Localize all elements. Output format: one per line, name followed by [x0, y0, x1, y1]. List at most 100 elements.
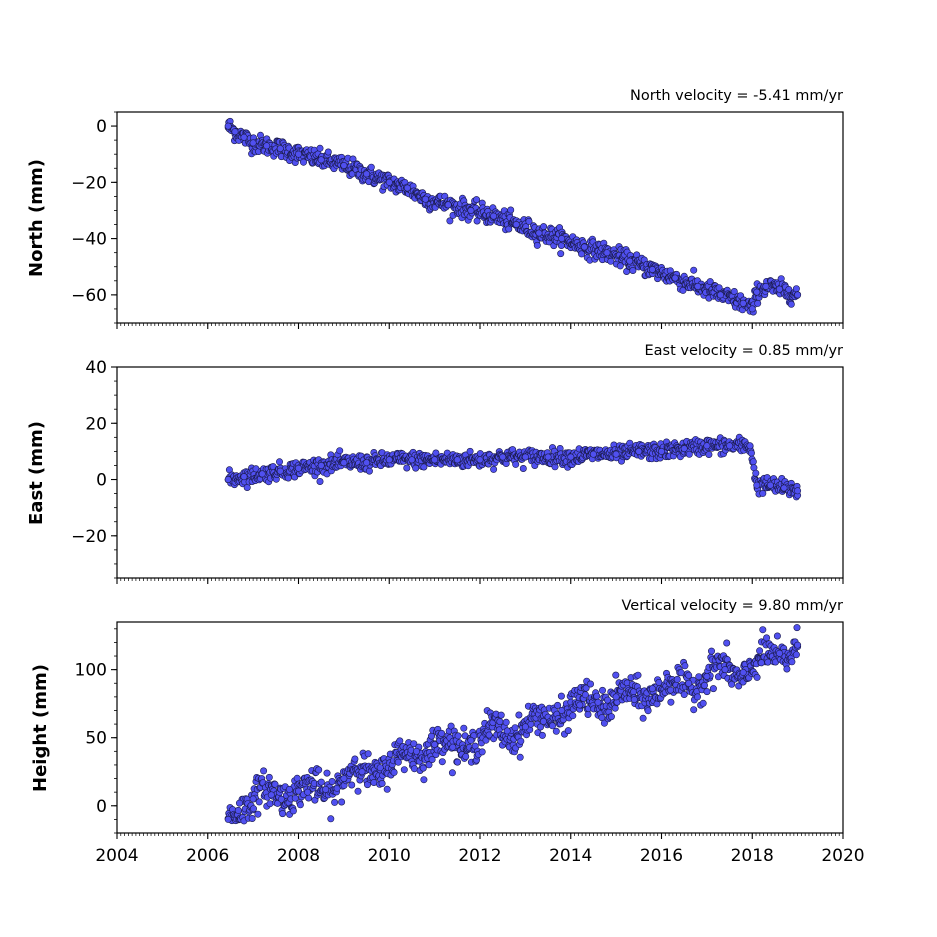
north-panel: North velocity = -5.41 mm/yr North (mm) …: [26, 88, 844, 329]
height-data-point: [584, 710, 592, 718]
height-data-point: [699, 699, 707, 707]
north-data-point: [421, 195, 429, 203]
east-data-point: [276, 467, 284, 475]
north-y-tick-label: −60: [71, 286, 107, 306]
north-data-point: [446, 217, 454, 225]
height-data-point: [234, 806, 242, 814]
height-data-point: [453, 758, 461, 766]
height-y-tick-label: 50: [85, 729, 107, 749]
height-data-point: [723, 639, 731, 647]
east-data-point: [336, 447, 344, 455]
east-data-point: [746, 442, 754, 450]
east-data-point: [365, 467, 373, 475]
height-data-point: [775, 649, 783, 657]
height-data-point: [557, 692, 565, 700]
east-data-point: [340, 459, 348, 467]
height-data-point: [248, 814, 256, 822]
east-plot-frame: [116, 366, 844, 579]
height-data-point: [648, 685, 656, 693]
height-data-point: [667, 698, 675, 706]
north-data-point: [535, 229, 543, 237]
north-data-point: [276, 145, 284, 153]
north-data-point: [533, 241, 541, 249]
height-y-tick-label: 100: [75, 661, 107, 681]
height-data-point: [267, 791, 275, 799]
north-velocity-title: North velocity = -5.41 mm/yr: [630, 88, 843, 104]
east-data-point: [317, 461, 325, 469]
height-data-point: [548, 722, 556, 730]
east-data-point: [726, 442, 734, 450]
height-panel: Vertical velocity = 9.80 mm/yr Height (m…: [30, 598, 865, 866]
height-data-point: [586, 680, 594, 688]
height-data-point: [331, 798, 339, 806]
east-data-point: [431, 456, 439, 464]
north-data-point: [694, 282, 702, 290]
east-data-point: [403, 464, 411, 472]
north-data-point: [240, 133, 248, 141]
north-y-tick-label: 0: [96, 117, 107, 137]
height-data-point: [598, 686, 606, 694]
north-data-point: [753, 288, 761, 296]
east-data-point: [363, 459, 371, 467]
north-data-point: [403, 184, 411, 192]
height-data-point: [378, 779, 386, 787]
x-tick-label: 2010: [368, 846, 411, 866]
east-data-point: [420, 463, 428, 471]
height-data-point: [496, 718, 504, 726]
x-tick-label: 2016: [640, 846, 683, 866]
east-data-point: [705, 450, 713, 458]
north-y-tick-label: −40: [71, 230, 107, 250]
x-tick-label: 2014: [549, 846, 592, 866]
north-data-point: [525, 217, 533, 225]
east-data-point: [657, 447, 665, 455]
height-data-point: [709, 685, 717, 693]
east-data-point: [703, 442, 711, 450]
east-data-point: [476, 456, 484, 464]
east-y-tick-label: 0: [96, 471, 107, 491]
east-data-point: [612, 450, 620, 458]
height-data-point: [364, 750, 372, 758]
east-velocity-title: East velocity = 0.85 mm/yr: [644, 343, 843, 359]
height-data-point: [462, 752, 470, 760]
east-points: [224, 433, 802, 501]
north-data-point: [385, 178, 393, 186]
east-data-point: [685, 450, 693, 458]
height-data-point: [348, 781, 356, 789]
east-data-point: [490, 465, 498, 473]
height-data-point: [400, 766, 408, 774]
height-data-point: [759, 626, 767, 634]
east-data-point: [316, 477, 324, 485]
height-data-point: [783, 665, 791, 673]
height-data-point: [792, 651, 800, 659]
east-data-point: [258, 470, 266, 478]
x-tick-label: 2020: [821, 846, 864, 866]
height-data-point: [467, 736, 475, 744]
north-data-point: [558, 235, 566, 243]
height-data-point: [438, 729, 446, 737]
height-data-point: [681, 662, 689, 670]
north-data-point: [762, 282, 770, 290]
height-data-point: [594, 698, 602, 706]
height-data-point: [351, 755, 359, 763]
height-data-point: [427, 732, 435, 740]
north-data-point: [748, 305, 756, 313]
height-data-point: [354, 787, 362, 795]
height-data-point: [260, 767, 268, 775]
height-data-point: [630, 696, 638, 704]
height-points: [224, 624, 802, 825]
height-data-point: [376, 764, 384, 772]
height-data-point: [612, 671, 620, 679]
height-data-point: [634, 671, 642, 679]
height-data-point: [327, 815, 335, 823]
east-data-point: [521, 453, 529, 461]
height-data-point: [703, 688, 711, 696]
north-data-point: [792, 285, 800, 293]
north-data-point: [716, 291, 724, 299]
north-data-point: [671, 274, 679, 282]
height-data-point: [265, 773, 273, 781]
east-data-point: [780, 484, 788, 492]
height-data-point: [419, 764, 427, 772]
height-data-point: [773, 632, 781, 640]
east-data-point: [589, 450, 597, 458]
east-data-point: [519, 464, 527, 472]
